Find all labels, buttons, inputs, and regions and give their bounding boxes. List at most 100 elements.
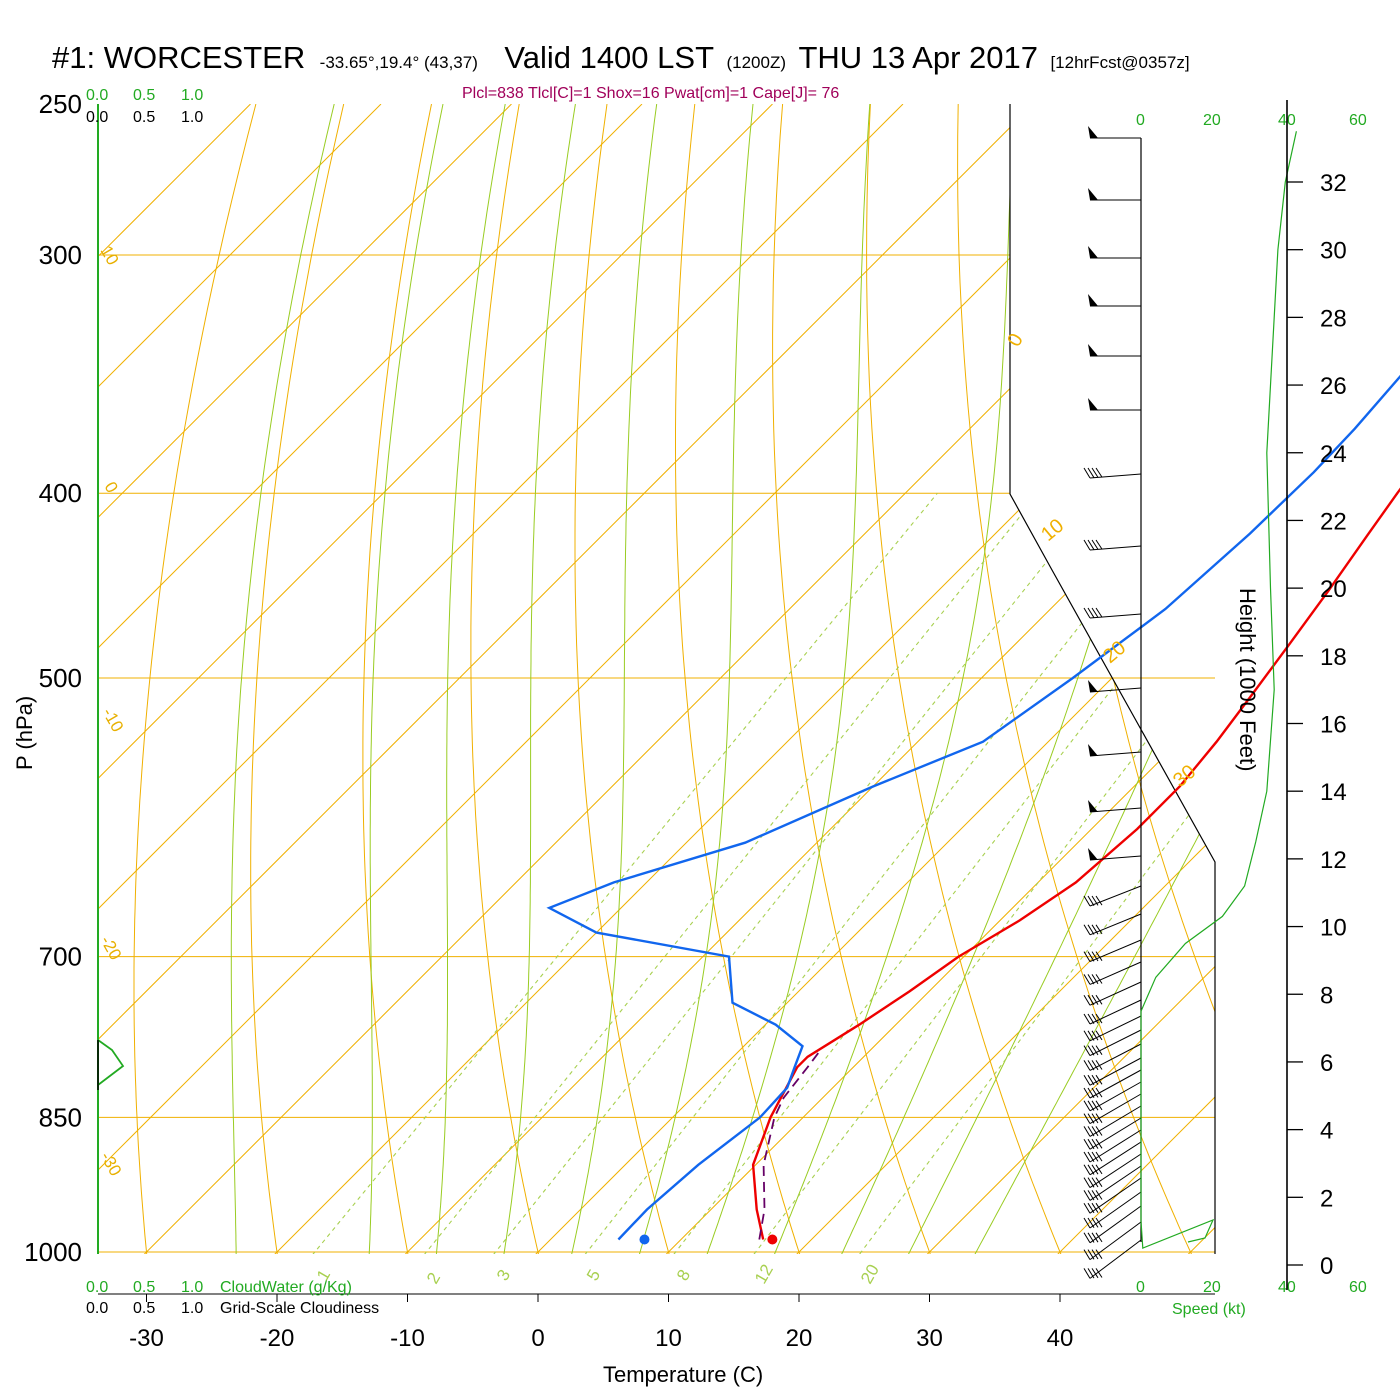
wind-barb [1083, 1205, 1142, 1244]
moist-adiabat [758, 104, 1014, 1254]
wind-barb-staff [1089, 1191, 1142, 1229]
moist-adiabat [953, 104, 1215, 1254]
wind-barb-feather [1087, 467, 1095, 478]
wind-barb-feather [1083, 1045, 1091, 1056]
wind-barb [1083, 999, 1142, 1025]
moist-adiabat [431, 104, 506, 1254]
mixing-ratio-label-5: 5 [583, 1266, 604, 1284]
height-tick-20: 20 [1320, 576, 1347, 603]
dewpoint-line [546, 374, 1400, 1241]
wind-barb-feather [1087, 539, 1095, 550]
svg-text:0.5: 0.5 [133, 1300, 155, 1317]
wind-barb-feather [1087, 1268, 1095, 1279]
wind-barb [1088, 246, 1141, 259]
wind-barb-feather [1091, 924, 1099, 935]
svg-text:20: 20 [1203, 1279, 1221, 1296]
wind-barb [1083, 1141, 1142, 1176]
wind-barb-feather [1083, 1013, 1091, 1025]
moist-adiabat [627, 104, 754, 1254]
wind-barb-feather [1095, 924, 1103, 935]
wind-barb [1083, 1015, 1142, 1042]
pressure-tick-300: 300 [39, 240, 82, 270]
isotherm-label-0: 0 [1003, 330, 1028, 351]
wind-barb-flag [1088, 398, 1098, 410]
x-tick-30: 30 [916, 1325, 943, 1352]
isotherm-label--20: -20 [97, 933, 126, 964]
wind-barb-flag [1088, 680, 1098, 692]
wind-barb-feather [1095, 1126, 1103, 1136]
wind-barb-feather [1083, 1249, 1091, 1260]
wind-barb-staff [1089, 1105, 1142, 1137]
wind-barb-feather [1095, 1013, 1103, 1024]
cloud-scale-bottom: 0.0 0.5 1.0 CloudWater (g/Kg) 0.0 0.5 1.… [86, 1279, 379, 1317]
wind-barb-feather [1083, 1074, 1091, 1086]
dry-adiabat-lines [133, 104, 1215, 1254]
wind-barb-feather [1095, 1217, 1103, 1228]
wind-barb-feather [1087, 974, 1095, 985]
wind-barb-feather [1095, 1138, 1103, 1149]
mixing-ratio-labels: 1 2 3 5 8 12 20 [313, 1261, 883, 1287]
wind-barb-feather [1087, 1151, 1095, 1162]
pressure-axis: 250 300 400 500 700 850 1000 [24, 89, 82, 1267]
pressure-tick-500: 500 [39, 663, 82, 693]
height-tick-12: 12 [1320, 847, 1347, 874]
wind-barb [1083, 981, 1142, 1006]
dry-adiabat [957, 104, 1210, 1254]
x-tick-0: 0 [531, 1325, 544, 1352]
wind-barb-feather [1083, 1217, 1091, 1229]
wind-barb-staff [1089, 1043, 1142, 1071]
wind-barb-feather [1091, 895, 1099, 906]
wind-barb [1088, 744, 1142, 757]
wind-barb-feather [1091, 1164, 1099, 1175]
wind-barb-feather [1087, 1138, 1095, 1150]
wind-barb-feather [1091, 974, 1099, 985]
sounding-profiles [546, 374, 1400, 1245]
wind-barb-staff [1089, 1057, 1142, 1086]
wind-barb-feather [1091, 467, 1099, 478]
x-axis-title: Temperature (C) [603, 1362, 763, 1387]
wind-barb-feather [1083, 1232, 1091, 1244]
height-tick-32: 32 [1320, 170, 1347, 197]
height-tick-24: 24 [1320, 441, 1347, 468]
height-tick-30: 30 [1320, 238, 1347, 265]
wind-barb-feather [1095, 951, 1103, 961]
svg-text:60: 60 [1349, 112, 1367, 129]
wind-barb [1083, 607, 1142, 619]
wind-barb [1088, 398, 1141, 411]
wind-barb-feather [1095, 1249, 1103, 1259]
wind-barb [1088, 848, 1142, 861]
wind-barb-feather [1087, 1045, 1095, 1056]
wind-barb-feather [1087, 607, 1095, 618]
svg-text:0.5: 0.5 [133, 1279, 155, 1296]
wind-barb-feather [1083, 1164, 1091, 1176]
wind-barb-feather [1095, 1074, 1103, 1085]
pressure-tick-700: 700 [39, 942, 82, 972]
wind-barb-feather [1083, 1113, 1091, 1124]
isobar-lines [98, 254, 1215, 1253]
isotherm--10 [366, 104, 1215, 1254]
height-tick-14: 14 [1320, 779, 1347, 806]
wind-barb-feather [1083, 539, 1091, 551]
wind-barb [1083, 1069, 1142, 1099]
svg-text:1.0: 1.0 [181, 87, 203, 104]
mixing-ratio-line [643, 492, 1215, 1254]
isotherm--60 [98, 104, 904, 1254]
isotherm-20 [758, 104, 1215, 1254]
wind-speed-label: Speed (kt) [1172, 1301, 1246, 1318]
isotherm--70 [98, 104, 773, 1254]
wind-barb-feather [1095, 1151, 1103, 1162]
svg-text:1.0: 1.0 [181, 1300, 203, 1317]
wind-barb [1088, 126, 1141, 139]
wind-speed-profile [1140, 131, 1297, 1249]
x-tick-20: 20 [786, 1325, 813, 1352]
dry-adiabat [1133, 104, 1215, 1254]
wind-barb-feather [1091, 1045, 1099, 1056]
wind-barb-feather [1083, 974, 1091, 985]
chart-title: #1: WORCESTER -33.65°,19.4° (43,37) Vali… [52, 40, 1190, 75]
moist-adiabat [692, 104, 871, 1254]
wind-barb-staff [1089, 1093, 1142, 1125]
svg-text:0.0: 0.0 [86, 109, 108, 126]
wind-barb-feather [1087, 1217, 1095, 1228]
x-tick-10: 10 [655, 1325, 682, 1352]
svg-text:1.0: 1.0 [181, 109, 203, 126]
